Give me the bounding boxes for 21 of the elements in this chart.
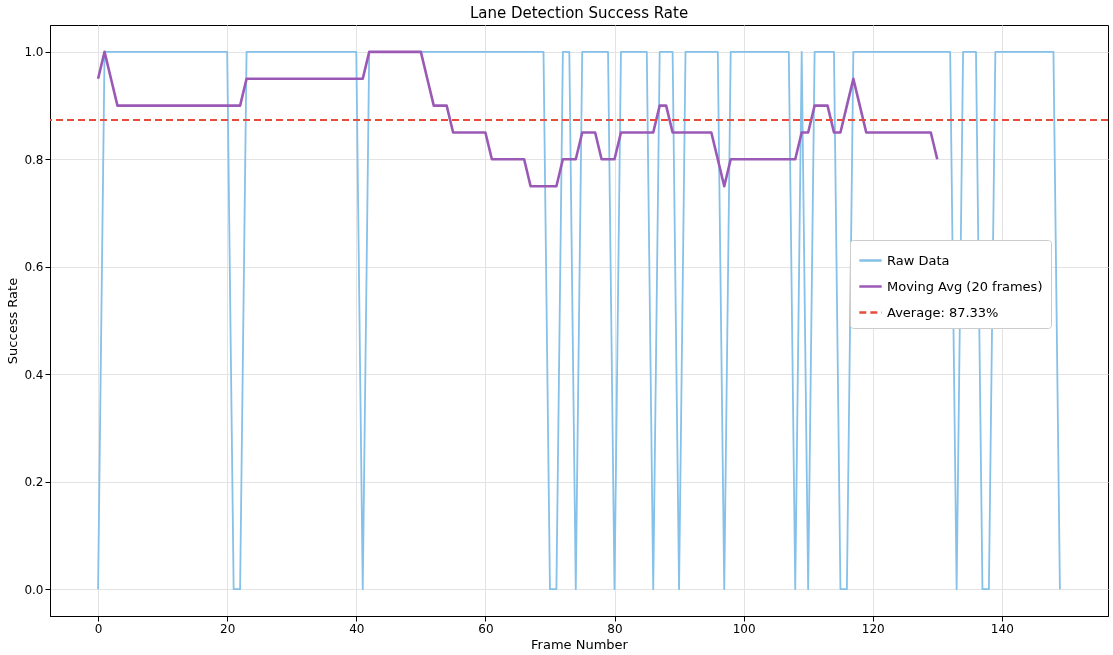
x-tick-label: 100: [732, 621, 756, 636]
chart-title: Lane Detection Success Rate: [469, 4, 689, 22]
line-series: [96, 50, 939, 188]
x-tick-label: 80: [607, 621, 623, 636]
x-tick-label: 140: [990, 621, 1014, 636]
legend-label: Average: 87.33%: [887, 304, 999, 320]
legend-label: Moving Avg (20 frames): [887, 278, 1043, 294]
y-tick-label: 0.4: [24, 367, 44, 382]
y-tick-label: 0.6: [24, 260, 44, 275]
x-tick-label: 40: [349, 621, 365, 636]
y-tick-label: 1.0: [24, 45, 44, 60]
x-axis-title: Frame Number: [531, 636, 629, 652]
y-tick-label: 0.0: [24, 582, 44, 597]
y-tick-label: 0.8: [24, 152, 44, 167]
y-axis-title: Success Rate: [5, 277, 21, 365]
legend-label: Raw Data: [887, 252, 950, 268]
x-tick-label: 60: [478, 621, 494, 636]
x-tick-label: 120: [861, 621, 885, 636]
x-tick-label: 20: [220, 621, 236, 636]
x-tick-label: 0: [94, 621, 103, 636]
y-tick-label: 0.2: [24, 475, 44, 490]
